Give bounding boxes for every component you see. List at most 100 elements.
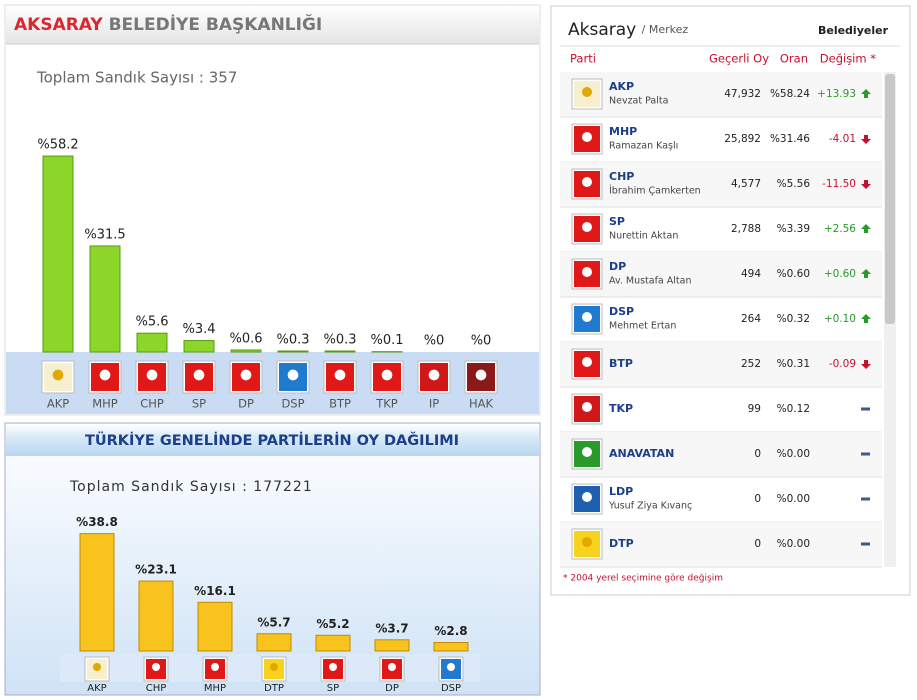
bar (136, 332, 168, 353)
candidate: Nevzat Palta (609, 96, 668, 107)
ratio: %0.12 (777, 403, 810, 415)
party-logo-mark (582, 447, 592, 457)
bar (197, 601, 233, 652)
value-label: %0.3 (323, 332, 356, 347)
tab[interactable]: Belediyeler (818, 24, 889, 37)
bar (89, 245, 121, 353)
party-logo-mark (582, 402, 592, 412)
trend-arrow (861, 180, 871, 189)
subtitle: Toplam Sandık Sayısı : 177221 (69, 479, 313, 495)
column-header: Oran (780, 52, 808, 66)
row-bg (560, 432, 882, 477)
change: +13.93 (817, 88, 856, 100)
bar (374, 639, 410, 652)
ratio: %5.56 (777, 178, 811, 190)
bar (256, 633, 292, 652)
party-logo-mark (93, 663, 101, 671)
x-tick-label: DTP (264, 683, 284, 694)
district: / Merkez (642, 23, 689, 36)
party-logo-mark (582, 222, 592, 232)
candidate: Mehmet Ertan (609, 321, 676, 332)
ratio: %3.39 (777, 223, 810, 235)
party-logo-mark (582, 312, 592, 322)
party-logo-mark (334, 369, 346, 381)
x-tick-label: DSP (441, 683, 461, 694)
ratio: %31.46 (770, 133, 810, 145)
ratio: %0.60 (777, 268, 810, 280)
bar (138, 580, 174, 652)
bar (183, 340, 215, 353)
x-tick-label: BTP (329, 397, 351, 411)
ratio: %0.00 (777, 448, 810, 460)
ratio: %0.00 (777, 493, 810, 505)
votes: 0 (754, 493, 761, 505)
party-name: SP (609, 215, 625, 228)
party-logo-mark (146, 369, 158, 381)
party-logo-mark (582, 357, 592, 367)
bar (79, 533, 115, 652)
value-label: %5.7 (257, 615, 290, 629)
party-logo-mark (582, 177, 592, 187)
candidate: Yusuf Ziya Kıvanç (608, 501, 692, 512)
change: -11.50 (822, 178, 856, 190)
bar (433, 642, 469, 652)
x-tick-label: HAK (469, 397, 494, 411)
party-name: MHP (609, 125, 637, 138)
x-tick-label: DP (385, 683, 399, 694)
title-text: BELEDİYE BAŞKANLIĞI (109, 13, 323, 35)
party-name: DP (609, 260, 626, 273)
value-label: %58.2 (37, 138, 78, 153)
row-bg (560, 342, 882, 387)
column-header: Değişim * (820, 52, 876, 66)
value-label: %3.4 (182, 322, 215, 337)
votes: 264 (741, 313, 761, 325)
party-logo-mark (582, 267, 592, 277)
party-name: DTP (609, 537, 634, 550)
x-tick-label: SP (327, 683, 339, 694)
trend-arrow (861, 89, 871, 98)
party-name: AKP (609, 80, 634, 93)
ratio: %0.00 (777, 538, 810, 550)
candidate: Av. Mustafa Altan (609, 276, 691, 287)
chart-title: TÜRKİYE GENELİNDE PARTİLERİN OY DAĞILIMI (85, 431, 459, 449)
value-label: %5.6 (135, 315, 168, 330)
bar (277, 350, 309, 353)
bar (324, 350, 356, 353)
party-logo-mark (582, 492, 592, 502)
x-tick-label: AKP (47, 397, 69, 411)
candidate: Ramazan Kaşlı (609, 141, 678, 152)
party-logo-mark (193, 369, 205, 381)
x-tick-label: SP (192, 397, 206, 411)
party-logo-mark (447, 663, 455, 671)
party-name: LDP (609, 485, 633, 498)
value-label: %16.1 (194, 584, 236, 598)
table-title: Aksaray / Merkez (568, 20, 688, 40)
title-city: AKSARAY (14, 15, 103, 35)
x-tick-label: TKP (375, 397, 398, 411)
change: +2.56 (824, 223, 856, 235)
change: -0.09 (829, 358, 856, 370)
row-bg (560, 252, 882, 297)
bar (42, 155, 74, 353)
value-label: %0 (424, 334, 445, 349)
votes: 252 (741, 358, 761, 370)
value-label: %5.2 (316, 617, 349, 631)
change: +0.10 (824, 313, 856, 325)
row-bg (560, 522, 882, 567)
party-logo-mark (381, 369, 393, 381)
change: +0.60 (824, 268, 856, 280)
scroll-thumb[interactable] (885, 74, 895, 324)
bar (315, 634, 351, 652)
bar (230, 349, 262, 353)
party-logo-mark (99, 369, 111, 381)
trend-arrow (861, 314, 871, 323)
x-tick-label: CHP (146, 683, 167, 694)
title-bar (6, 6, 539, 44)
no-change (861, 452, 870, 456)
party-logo-mark (329, 663, 337, 671)
row-bg (560, 162, 882, 207)
party-logo-mark (240, 369, 252, 381)
x-tick-label: CHP (140, 397, 164, 411)
ratio: %0.32 (777, 313, 810, 325)
